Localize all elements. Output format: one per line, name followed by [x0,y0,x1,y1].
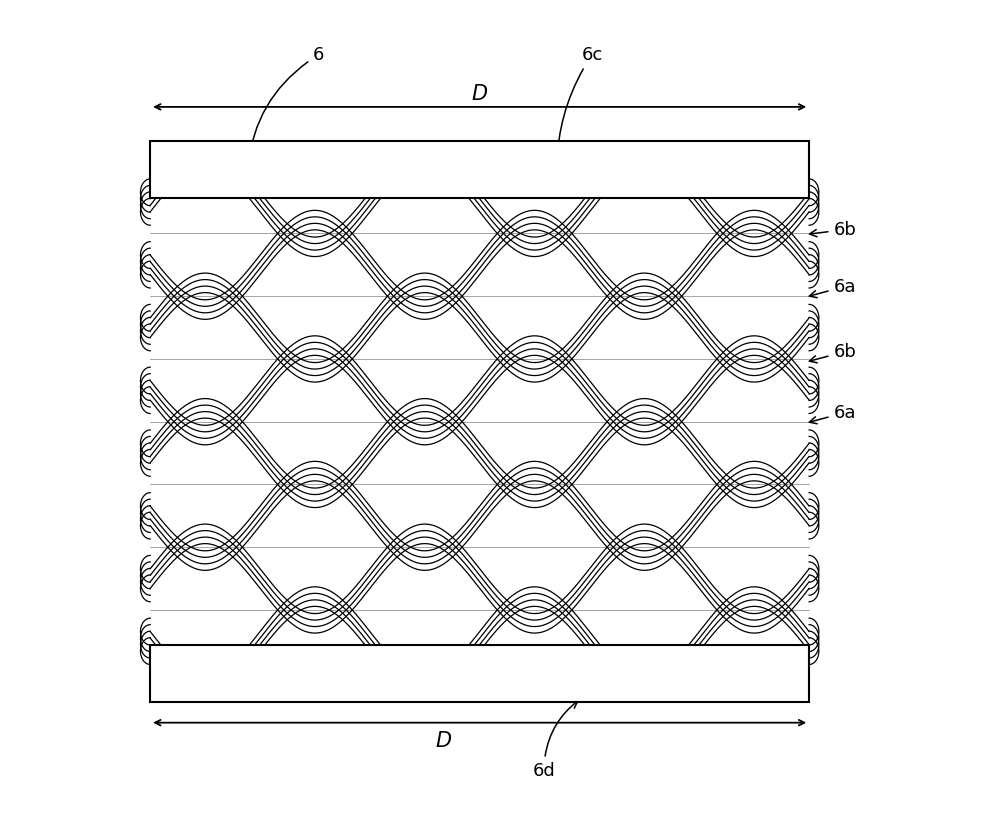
Text: 6: 6 [245,46,324,165]
Bar [150,645,809,703]
Text: 6c: 6c [554,46,603,165]
Text: D: D [472,84,488,105]
Text: 6b: 6b [809,220,856,238]
Text: 6a: 6a [809,404,856,423]
Text: 6a: 6a [809,278,856,297]
Text: 6d: 6d [533,701,578,780]
Text: D: D [435,731,451,751]
Bar [150,141,809,198]
Text: 6b: 6b [809,342,856,363]
